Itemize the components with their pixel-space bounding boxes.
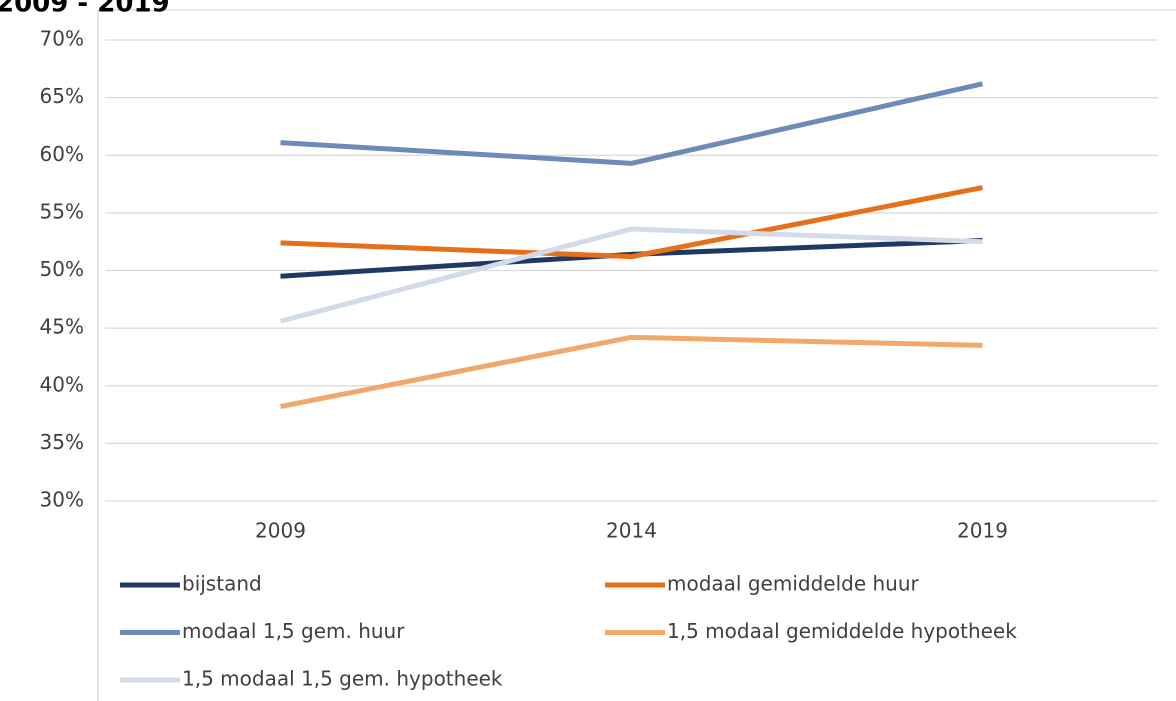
chart-title: 2009 - 2019 (0, 0, 170, 19)
y-tick-label: 45% (40, 315, 84, 339)
legend-label: modaal gemiddelde huur (667, 572, 920, 596)
y-tick-label: 70% (40, 27, 84, 51)
legend-label: bijstand (182, 572, 262, 596)
y-tick-label: 50% (40, 257, 84, 281)
series-line (279, 226, 983, 324)
series-line (280, 334, 983, 409)
y-tick-label: 65% (40, 84, 84, 108)
y-tick-label: 55% (40, 199, 84, 223)
y-tick-label: 40% (40, 372, 84, 396)
x-tick-label: 2014 (606, 519, 657, 543)
series-line (280, 185, 983, 260)
y-tick-label: 35% (40, 430, 84, 454)
legend-label: 1,5 modaal gemiddelde hypotheek (667, 619, 1017, 643)
legend-label: 1,5 modaal 1,5 gem. hypotheek (182, 667, 503, 691)
x-tick-label: 2009 (255, 519, 306, 543)
y-tick-label: 30% (40, 488, 84, 512)
series-line (280, 81, 984, 166)
y-tick-label: 60% (40, 142, 84, 166)
x-tick-label: 2019 (957, 519, 1008, 543)
legend-label: modaal 1,5 gem. huur (182, 619, 405, 643)
